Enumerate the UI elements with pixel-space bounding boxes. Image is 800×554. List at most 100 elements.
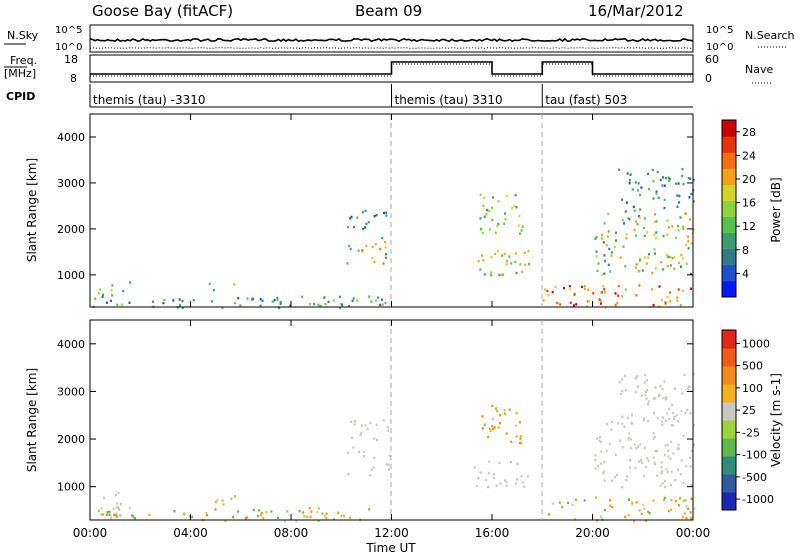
heatmap-cell bbox=[488, 209, 491, 213]
heatmap-cell bbox=[347, 473, 350, 476]
heatmap-cell bbox=[490, 256, 493, 259]
heatmap-cell bbox=[609, 270, 612, 273]
heatmap-cell bbox=[670, 264, 672, 267]
heatmap-cell bbox=[616, 302, 619, 305]
heatmap-cell bbox=[679, 473, 682, 476]
heatmap-cell bbox=[664, 302, 667, 306]
heatmap-cell bbox=[490, 271, 493, 274]
heatmap-cell bbox=[357, 249, 360, 252]
freq-tick-top: 18 bbox=[64, 53, 78, 66]
heatmap-cell bbox=[516, 478, 519, 481]
y-tick-label: 1000 bbox=[57, 269, 85, 282]
heatmap-cell bbox=[654, 449, 657, 453]
y-tick-label: 2000 bbox=[57, 223, 85, 236]
heatmap-cell bbox=[364, 424, 367, 427]
heatmap-cell bbox=[615, 231, 617, 234]
heatmap-cell bbox=[115, 506, 118, 509]
heatmap-cell bbox=[479, 217, 482, 220]
colorbar-tick-label: -1000 bbox=[742, 493, 774, 506]
heatmap-cell bbox=[600, 291, 603, 294]
heatmap-cell bbox=[627, 513, 630, 517]
heatmap-cell bbox=[610, 251, 613, 254]
heatmap-cell bbox=[373, 215, 376, 218]
heatmap-cell bbox=[375, 438, 378, 442]
heatmap-cell bbox=[523, 251, 526, 255]
heatmap-cell bbox=[631, 414, 633, 417]
heatmap-cell bbox=[666, 470, 669, 474]
heatmap-cell bbox=[609, 504, 611, 507]
colorbar-tick-label: 16 bbox=[742, 197, 756, 210]
heatmap-cell bbox=[653, 435, 656, 439]
heatmap-cell bbox=[666, 296, 669, 299]
heatmap-cell bbox=[663, 198, 666, 201]
heatmap-cell bbox=[595, 235, 598, 239]
heatmap-cell bbox=[685, 505, 688, 508]
heatmap-cell bbox=[594, 237, 597, 240]
heatmap-cell bbox=[244, 517, 247, 520]
heatmap-cell bbox=[385, 253, 387, 256]
heatmap-cell bbox=[94, 297, 97, 300]
heatmap-cell bbox=[634, 466, 637, 470]
heatmap-cell bbox=[678, 447, 681, 450]
heatmap-cell bbox=[673, 415, 676, 419]
heatmap-cell bbox=[668, 407, 671, 411]
heatmap-cell bbox=[494, 231, 497, 234]
heatmap-cell bbox=[659, 385, 662, 388]
colorbar-swatch bbox=[722, 420, 736, 439]
heatmap-cell bbox=[687, 235, 689, 238]
heatmap-cell bbox=[497, 200, 500, 203]
heatmap-cell bbox=[663, 453, 666, 457]
heatmap-cell bbox=[492, 476, 495, 480]
heatmap-cell bbox=[662, 176, 665, 179]
heatmap-cell bbox=[617, 422, 620, 425]
cpid-label: CPID bbox=[6, 90, 35, 103]
heatmap-cell bbox=[652, 456, 655, 459]
heatmap-cell bbox=[108, 513, 111, 516]
heatmap-cell bbox=[674, 387, 676, 390]
heatmap-cell bbox=[547, 294, 550, 297]
heatmap-cell bbox=[635, 376, 638, 379]
heatmap-cell bbox=[518, 214, 521, 218]
colorbar-swatch bbox=[722, 120, 736, 137]
heatmap-cell bbox=[690, 192, 693, 196]
heatmap-cell bbox=[625, 233, 628, 236]
heatmap-cell bbox=[327, 300, 330, 303]
heatmap-cell bbox=[258, 509, 261, 512]
heatmap-cell bbox=[640, 394, 643, 397]
heatmap-cell bbox=[352, 446, 355, 449]
heatmap-cell bbox=[339, 306, 341, 310]
heatmap-cell bbox=[350, 420, 353, 423]
heatmap-cell bbox=[349, 516, 352, 519]
y-tick-label: 3000 bbox=[57, 177, 85, 190]
heatmap-cell bbox=[323, 296, 326, 299]
heatmap-cell bbox=[611, 479, 613, 482]
heatmap-cell bbox=[651, 288, 654, 291]
colorbar-swatch bbox=[722, 474, 736, 493]
heatmap-cell bbox=[678, 201, 681, 204]
heatmap-cell bbox=[364, 209, 367, 213]
heatmap-cell bbox=[642, 503, 645, 506]
heatmap-cell bbox=[655, 192, 658, 195]
heatmap-cell bbox=[172, 299, 175, 302]
heatmap-cell bbox=[250, 298, 253, 301]
heatmap-cell bbox=[643, 507, 645, 511]
heatmap-cell bbox=[671, 403, 674, 407]
heatmap-cell bbox=[654, 213, 656, 216]
heatmap-cell bbox=[627, 438, 630, 441]
heatmap-cell bbox=[488, 427, 491, 431]
velocity-heatmap-cells bbox=[98, 373, 695, 523]
heatmap-cell bbox=[594, 458, 597, 462]
heatmap-cell bbox=[371, 256, 374, 260]
heatmap-cell bbox=[214, 508, 217, 511]
heatmap-cell bbox=[635, 220, 638, 223]
heatmap-cell bbox=[568, 284, 571, 288]
heatmap-cell bbox=[477, 477, 480, 480]
heatmap-cell bbox=[114, 493, 117, 497]
heatmap-cell bbox=[519, 263, 522, 266]
heatmap-cell bbox=[352, 297, 355, 300]
heatmap-cell bbox=[621, 486, 624, 489]
heatmap-cell bbox=[633, 209, 636, 212]
heatmap-cell bbox=[572, 304, 575, 307]
heatmap-cell bbox=[381, 236, 384, 240]
heatmap-cell bbox=[643, 256, 646, 259]
